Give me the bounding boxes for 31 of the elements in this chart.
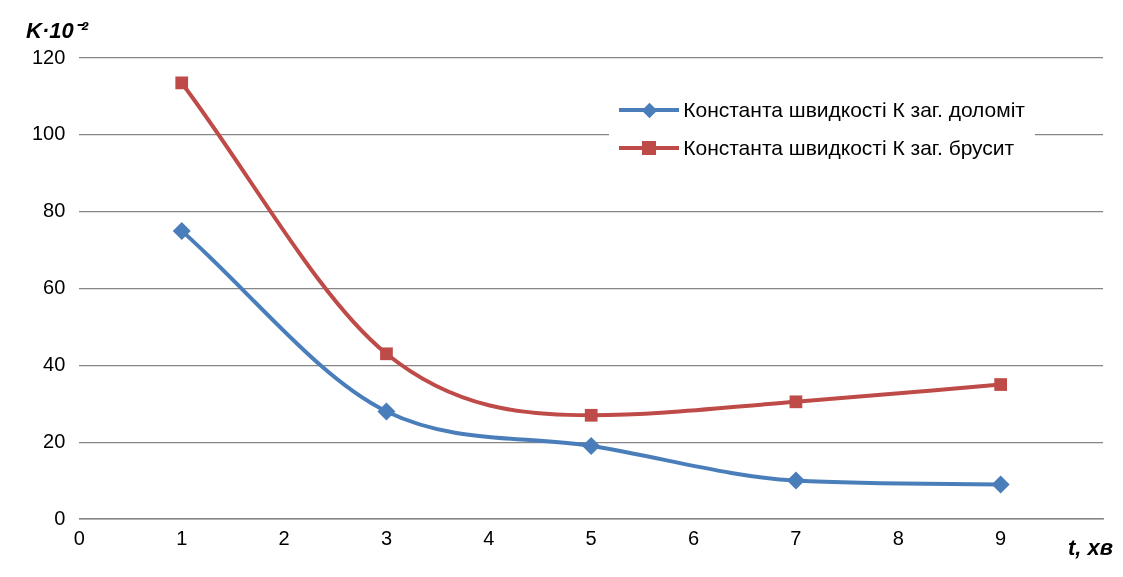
x-tick-label: 5 <box>585 526 597 549</box>
y-tick-label: 0 <box>54 506 66 529</box>
point <box>994 378 1007 391</box>
x-tick-label: 2 <box>278 526 290 549</box>
point <box>582 437 601 456</box>
y-tick-label: 80 <box>43 199 66 222</box>
x-tick-label: 3 <box>380 526 393 549</box>
point <box>789 395 803 409</box>
x-tick-label: 0 <box>73 526 85 549</box>
x-axis-title: t, хв <box>1067 535 1113 561</box>
y-tick-label: 40 <box>43 352 66 375</box>
y-tick-label: 120 <box>31 45 66 68</box>
x-tick-label: 1 <box>176 526 188 549</box>
point <box>786 471 805 490</box>
y-tick-label: 60 <box>43 276 66 299</box>
point <box>991 475 1010 494</box>
x-tick-label: 8 <box>892 526 904 549</box>
x-tick-label: 6 <box>687 526 700 549</box>
x-tick-label: 7 <box>790 526 802 549</box>
x-tick-label: 9 <box>995 526 1007 549</box>
point <box>584 408 598 422</box>
x-tick-label: 4 <box>483 526 495 549</box>
legend-label: Константа швидкості К заг. брусит <box>683 136 1015 160</box>
point <box>377 402 396 421</box>
point <box>380 347 393 361</box>
point <box>175 76 189 90</box>
y-axis-title: K·10⁻² <box>26 17 89 44</box>
point <box>172 221 191 240</box>
y-tick-label: 20 <box>43 429 66 452</box>
legend-label: Константа швидкості К заг. доломіт <box>683 98 1025 122</box>
y-tick-label: 100 <box>31 122 66 145</box>
